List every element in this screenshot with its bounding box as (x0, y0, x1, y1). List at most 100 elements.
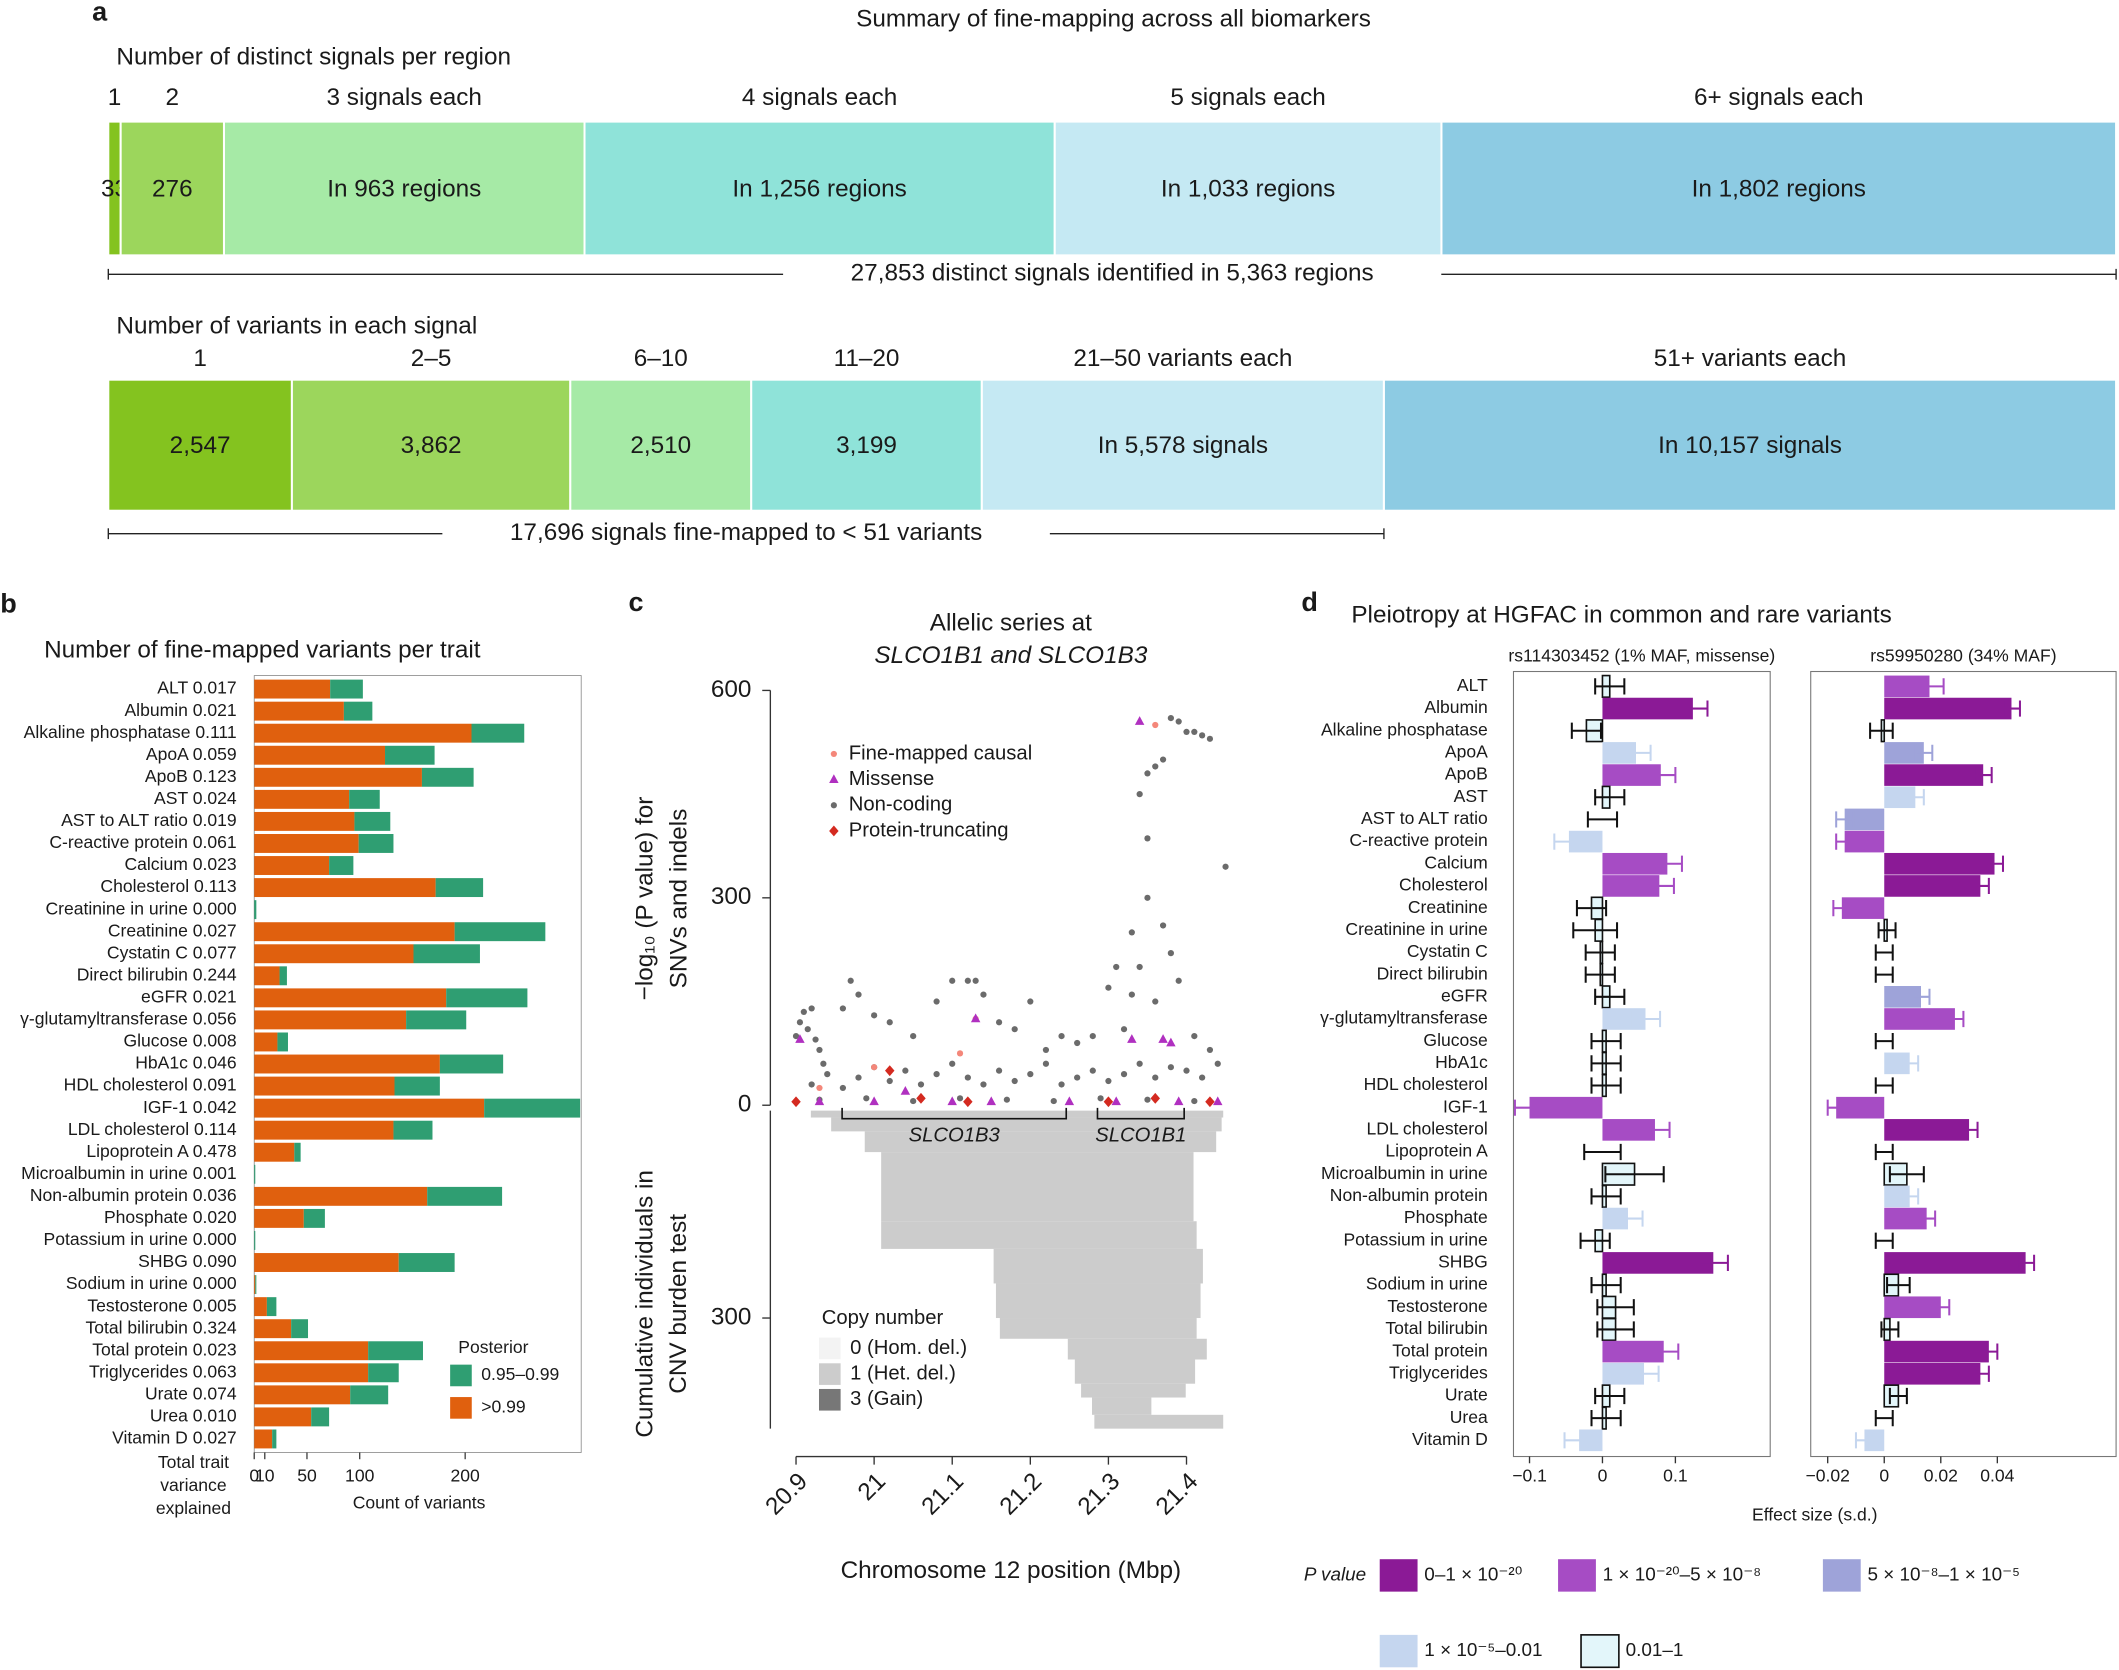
point (1042, 1046, 1050, 1054)
y-tick-label: Sodium in urine 0.000 (66, 1273, 237, 1293)
y-tick-label: Potassium in urine (1343, 1229, 1487, 1249)
y-tick-label: Creatinine (1408, 897, 1488, 917)
bar (291, 1319, 309, 1339)
chart-title: SLCO1B1 and SLCO1B3 (874, 642, 1147, 669)
y-tick-label: Calcium 0.023 (124, 854, 236, 874)
bar (254, 1164, 256, 1184)
legend-swatch (818, 1337, 841, 1360)
point (1134, 716, 1145, 725)
y-axis-label: SNVs and indels (665, 809, 692, 989)
point (1027, 1071, 1034, 1078)
error-bar (1911, 988, 1931, 1005)
bar (1884, 1296, 1941, 1319)
legend-label: 0 (Hom. del.) (850, 1337, 967, 1359)
y-tick-label: Total bilirubin 0.324 (85, 1317, 236, 1337)
x-tick-label: −0.02 (1805, 1465, 1849, 1485)
bar (1884, 1008, 1955, 1030)
bar (254, 834, 359, 853)
bar (427, 1186, 503, 1206)
error-bar (1900, 1188, 1920, 1205)
legend-label: 5 × 10⁻⁸–1 × 10⁻⁵ (1867, 1564, 2019, 1585)
legend-swatch (818, 1363, 841, 1385)
point (1152, 721, 1159, 729)
cnv-block (864, 1131, 1217, 1153)
error-bar (1877, 922, 1897, 939)
error-bar (1590, 1033, 1622, 1050)
y-tick-label: Vitamin D (1412, 1429, 1488, 1449)
segment-label: 2–5 (411, 345, 452, 372)
x-tick-label: 0 (1879, 1465, 1889, 1485)
legend-swatch (450, 1364, 472, 1387)
value-label: 2,547 (170, 432, 231, 459)
point (1152, 763, 1159, 770)
x-axis-label: Effect size (s.d.) (1752, 1505, 1877, 1525)
y-tick-label: Cystatin C (1407, 941, 1488, 961)
segment-label: 4 signals each (742, 84, 897, 111)
point (1199, 732, 1206, 739)
bar (329, 856, 354, 875)
x-tick-label: 200 (451, 1465, 481, 1485)
x-tick-label: 0.04 (1980, 1465, 2014, 1485)
bar (368, 1341, 423, 1361)
point (1183, 728, 1190, 736)
error-bar (1959, 1121, 1979, 1138)
bar (266, 1297, 277, 1317)
cnv-block (995, 1283, 1201, 1319)
error-bar (1914, 744, 1934, 762)
y-tick-label: Albumin (1424, 697, 1487, 717)
bar (294, 1142, 301, 1162)
legend-label: 0–1 × 10⁻²⁰ (1424, 1564, 1522, 1585)
bar (254, 767, 422, 787)
bar (254, 811, 355, 831)
bar-title: Number of variants in each signal (116, 312, 477, 339)
y-tick-label: LDL cholesterol (1367, 1119, 1488, 1139)
y-tick-label: HbA1c 0.046 (135, 1053, 236, 1073)
point (1074, 1039, 1081, 1047)
error-bar (1612, 1210, 1644, 1227)
point (1105, 1077, 1112, 1085)
point (1144, 894, 1151, 901)
error-bar (1643, 877, 1675, 895)
bar-title: Number of distinct signals per region (116, 44, 511, 71)
error-bar (1874, 944, 1894, 961)
cnv-block (993, 1248, 1203, 1284)
value-label: In 1,256 regions (732, 175, 906, 202)
bar (1884, 1340, 1989, 1363)
bar (303, 1208, 325, 1228)
error-bar (1579, 1232, 1611, 1249)
y-tick-label: Cystatin C 0.077 (107, 942, 237, 962)
segment-label: 11–20 (834, 345, 900, 372)
segment (1382, 378, 2118, 512)
bar (254, 1275, 256, 1295)
point (963, 1096, 973, 1108)
point (1167, 714, 1174, 722)
y-tick-label: Sodium in urine (1366, 1274, 1488, 1294)
point (1173, 1096, 1184, 1106)
bar (254, 966, 280, 986)
error-bar (1553, 833, 1585, 850)
bar (1884, 1252, 2026, 1274)
y-tick-label: Urea (1450, 1407, 1488, 1427)
error-bar (1570, 722, 1603, 739)
point (1205, 1096, 1215, 1108)
error-bar (1590, 1410, 1622, 1427)
x-tick-label: 100 (345, 1465, 375, 1485)
point (871, 1012, 878, 1019)
y-tick-label: C-reactive protein (1349, 830, 1487, 850)
bar (311, 1407, 330, 1427)
legend-marker (829, 825, 839, 837)
point (964, 1074, 971, 1081)
bar (254, 679, 331, 699)
y-tick-label: Microalbumin in urine 0.001 (21, 1163, 237, 1183)
y-tick-label: Cholesterol (1399, 875, 1488, 895)
segment (750, 378, 983, 512)
point (910, 1097, 917, 1105)
y-tick-label: HDL cholesterol (1364, 1074, 1488, 1094)
point (1159, 922, 1167, 929)
y-tick-label: Urate 0.074 (145, 1383, 237, 1403)
y-axis-label: Cumulative individuals in (631, 1170, 658, 1438)
legend-swatch (1558, 1559, 1596, 1592)
bar (254, 856, 330, 875)
segment-label: 21–50 variants each (1073, 345, 1292, 372)
segment-label: 51+ variants each (1654, 345, 1847, 372)
